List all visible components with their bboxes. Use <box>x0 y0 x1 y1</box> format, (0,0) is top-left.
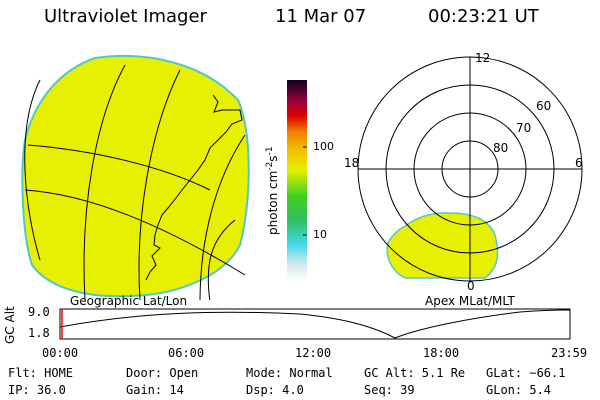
polar-plot-caption: Apex MLat/MLT <box>425 294 515 308</box>
instrument-title: Ultraviolet Imager <box>44 6 207 27</box>
door-status: Door: Open <box>126 366 199 380</box>
time-tick-1200: 12:00 <box>295 346 332 360</box>
lat-label-60: 60 <box>536 99 551 113</box>
geo-grid-lines <box>24 64 246 300</box>
time-label: 00:23:21 UT <box>428 6 539 27</box>
svg-text:photon cm-2s-1: photon cm-2s-1 <box>265 146 280 235</box>
time-tick-1800: 18:00 <box>423 346 460 360</box>
time-tick-0600: 06:00 <box>168 346 205 360</box>
mode-status: Mode: Normal <box>246 366 333 380</box>
altitude-ytick-1.8: 1.8 <box>28 326 50 340</box>
geographic-latitude: GLat: −66.1 <box>486 366 566 380</box>
sequence-number: Seq: 39 <box>364 383 415 397</box>
gain-value: Gain: 14 <box>126 383 184 397</box>
coastline <box>145 94 243 281</box>
gc-altitude: GC Alt: 5.1 Re <box>364 366 466 380</box>
mlt-label-0: 0 <box>467 279 475 293</box>
altitude-ylabel: GC Alt <box>3 306 17 344</box>
altitude-plot-frame <box>59 308 571 340</box>
altitude-plot <box>59 308 571 340</box>
mlt-label-12: 12 <box>475 51 490 65</box>
aurora-oval-region <box>386 212 499 279</box>
geographic-longitude: GLon: 5.4 <box>486 383 552 397</box>
lat-label-80: 80 <box>493 141 508 155</box>
dsp-value: Dsp: 4.0 <box>246 383 304 397</box>
polar-grid <box>357 56 583 282</box>
colorbar-tick-100: 100 <box>313 140 334 153</box>
time-tick-0000: 00:00 <box>42 346 79 360</box>
mlt-label-18: 18 <box>344 156 359 170</box>
aurora-image-region <box>21 54 250 298</box>
lat-label-70: 70 <box>516 121 531 135</box>
altitude-trace <box>59 309 571 339</box>
geo-map-caption: Geographic Lat/Lon <box>70 294 188 308</box>
colorbar-tick-10: 10 <box>313 228 327 241</box>
ip-value: IP: 36.0 <box>8 383 66 397</box>
geographic-map <box>21 54 250 300</box>
date-label: 11 Mar 07 <box>275 6 367 27</box>
time-tick-2359: 23:59 <box>551 346 588 360</box>
flight-status: Flt: HOME <box>8 366 74 380</box>
colorbar: photon cm-2s-1 <box>265 80 307 280</box>
altitude-ytick-9: 9.0 <box>28 305 50 319</box>
colorbar-gradient <box>287 80 307 280</box>
colorbar-title: photon cm-2s-1 <box>265 146 280 235</box>
polar-mlat-mlt-plot: 12 18 6 0 60 70 80 <box>344 51 583 293</box>
mlt-label-6: 6 <box>575 156 583 170</box>
